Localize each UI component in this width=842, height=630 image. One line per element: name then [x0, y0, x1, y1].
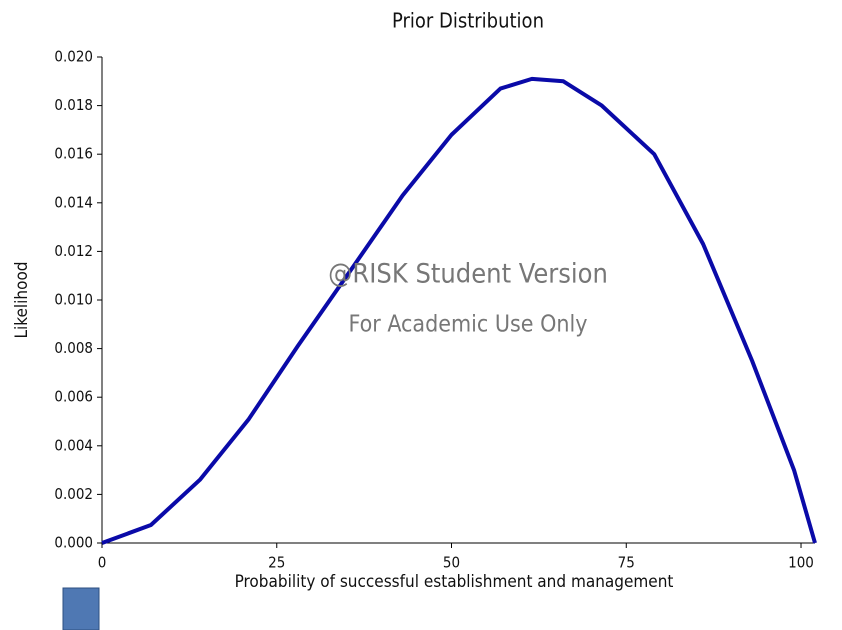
y-tick-label: 0.000	[54, 534, 93, 552]
y-tick-label: 0.010	[54, 291, 93, 309]
y-tick-label: 0.004	[54, 436, 93, 454]
y-tick-label: 0.020	[54, 48, 93, 66]
x-tick-label: 50	[443, 554, 460, 572]
x-tick-label: 100	[788, 554, 814, 572]
y-tick-label: 0.018	[54, 96, 93, 114]
y-tick-label: 0.006	[54, 388, 93, 406]
chart-title: Prior Distribution	[392, 9, 544, 33]
y-tick-label: 0.016	[54, 145, 93, 163]
x-tick-label: 0	[98, 554, 107, 572]
icon	[62, 587, 100, 630]
x-tick-label: 25	[268, 554, 285, 572]
y-axis-label: Likelihood	[12, 261, 32, 338]
y-tick-label: 0.002	[54, 485, 93, 503]
y-tick-label: 0.008	[54, 339, 93, 357]
y-tick-label: 0.014	[54, 193, 93, 211]
watermark: For Academic Use Only	[349, 312, 588, 338]
watermark: @RISK Student Version	[328, 259, 608, 290]
line-series	[101, 76, 817, 545]
x-tick-label: 75	[618, 554, 635, 572]
x-axis-label: Probability of successful establishment …	[235, 572, 674, 592]
y-tick-label: 0.012	[54, 242, 93, 260]
